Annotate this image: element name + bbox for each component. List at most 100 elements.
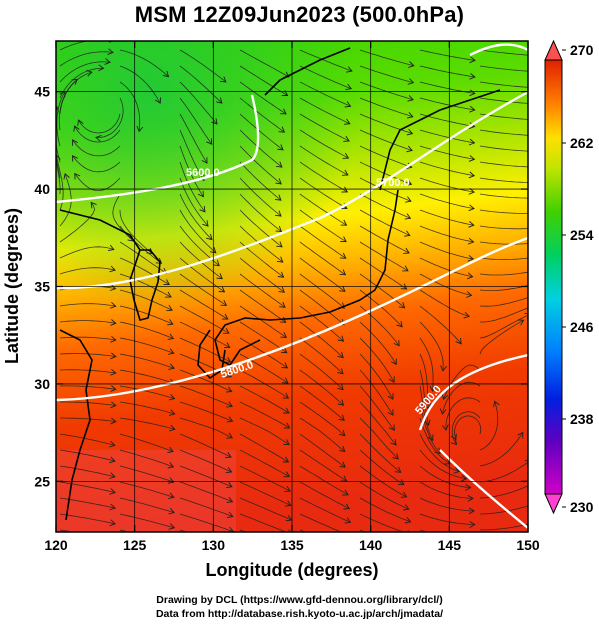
streamline xyxy=(419,417,451,465)
streamline xyxy=(299,417,346,452)
streamlines xyxy=(56,41,536,548)
streamline xyxy=(299,289,345,326)
streamline-arrowhead xyxy=(56,127,57,128)
streamline-arrowhead xyxy=(275,194,282,201)
streamline-arrowhead xyxy=(343,503,351,510)
streamline xyxy=(299,449,347,482)
streamline xyxy=(59,246,114,259)
streamline xyxy=(299,433,346,468)
streamline xyxy=(179,209,217,254)
streamline xyxy=(239,241,284,278)
streamline-arrowhead xyxy=(531,240,536,246)
streamline xyxy=(179,193,213,240)
streamline-arrowhead xyxy=(450,433,457,441)
x-tick-label: 120 xyxy=(44,537,68,553)
colorbar-max-arrow xyxy=(544,39,563,61)
streamline xyxy=(359,129,413,151)
streamline xyxy=(56,91,66,147)
streamline-arrowhead xyxy=(110,335,117,343)
streamline xyxy=(239,49,290,78)
streamline xyxy=(419,305,462,345)
streamline-arrowhead xyxy=(110,352,117,360)
streamline xyxy=(179,321,230,348)
streamline-arrowhead xyxy=(154,97,162,104)
streamline xyxy=(419,129,475,144)
streamline-arrowhead xyxy=(276,256,284,263)
streamline-arrowhead xyxy=(408,61,415,68)
streamline xyxy=(359,193,411,219)
streamline-arrowhead xyxy=(104,58,111,65)
streamline-arrowhead xyxy=(110,536,116,542)
streamline-arrowhead xyxy=(223,342,231,349)
streamline-arrowhead xyxy=(197,190,204,198)
streamline xyxy=(299,401,346,436)
streamline-arrowhead xyxy=(467,495,474,502)
streamline-arrowhead xyxy=(281,362,289,369)
streamline xyxy=(299,385,345,421)
streamline xyxy=(419,497,475,512)
streamline xyxy=(119,417,175,430)
streamline xyxy=(419,321,444,371)
streamline xyxy=(451,411,481,445)
streamline xyxy=(239,161,282,201)
streamline xyxy=(239,337,288,369)
streamline-arrowhead xyxy=(282,377,289,384)
streamline xyxy=(359,145,412,168)
streamline xyxy=(179,337,231,363)
streamline xyxy=(479,485,528,499)
streamline-arrowhead xyxy=(283,439,290,446)
streamline-arrowhead xyxy=(275,178,282,185)
streamline xyxy=(239,465,291,492)
streamline xyxy=(59,67,104,99)
streamline xyxy=(479,97,528,104)
streamline xyxy=(119,369,175,384)
colorbar-label: 238 xyxy=(570,411,594,427)
streamline-arrowhead xyxy=(225,466,233,474)
streamline-arrowhead xyxy=(209,247,217,254)
streamline xyxy=(299,353,344,390)
streamline-arrowhead xyxy=(463,311,471,319)
streamline-arrowhead xyxy=(276,241,283,248)
streamline xyxy=(479,145,528,152)
colorbar-label: 230 xyxy=(570,499,594,515)
streamline-arrowhead xyxy=(110,368,117,376)
streamline-arrowhead xyxy=(278,286,285,293)
streamline xyxy=(419,449,467,480)
x-tick-label: 125 xyxy=(123,537,147,553)
streamline-arrowhead xyxy=(441,424,449,431)
streamline-arrowhead xyxy=(403,247,410,254)
streamline xyxy=(419,193,475,209)
streamline-arrowhead xyxy=(338,429,346,437)
streamline xyxy=(299,97,350,125)
streamline-arrowhead xyxy=(169,539,175,545)
streamline xyxy=(59,449,115,462)
streamline-arrowhead xyxy=(110,385,117,393)
streamline xyxy=(359,465,407,498)
streamline-arrowhead xyxy=(469,72,476,80)
streamline xyxy=(479,49,528,56)
streamline-arrowhead xyxy=(344,517,352,524)
streamline-arrowhead xyxy=(396,321,403,328)
streamline-arrowhead xyxy=(460,474,468,482)
contour-label-5700: 5700.0 xyxy=(376,177,410,189)
streamline-arrowhead xyxy=(393,339,400,347)
streamline xyxy=(119,433,174,452)
streamline xyxy=(359,65,414,84)
streamline-arrowhead xyxy=(165,291,172,298)
streamline xyxy=(299,513,343,532)
streamline xyxy=(119,449,174,468)
streamline xyxy=(239,321,288,354)
streamline xyxy=(179,417,233,439)
streamline-arrowhead xyxy=(63,172,70,180)
streamline xyxy=(74,125,121,143)
streamline-arrowhead xyxy=(337,351,344,359)
credits-line-data: Data from http://database.rish.kyoto-u.a… xyxy=(155,608,444,620)
streamline xyxy=(479,314,528,339)
streamline xyxy=(239,385,290,414)
streamline-arrowhead xyxy=(280,332,288,339)
streamline-arrowhead xyxy=(228,542,234,548)
streamline-arrowhead xyxy=(109,472,116,479)
streamline xyxy=(419,257,473,278)
streamline xyxy=(479,432,524,467)
streamline xyxy=(179,305,230,334)
